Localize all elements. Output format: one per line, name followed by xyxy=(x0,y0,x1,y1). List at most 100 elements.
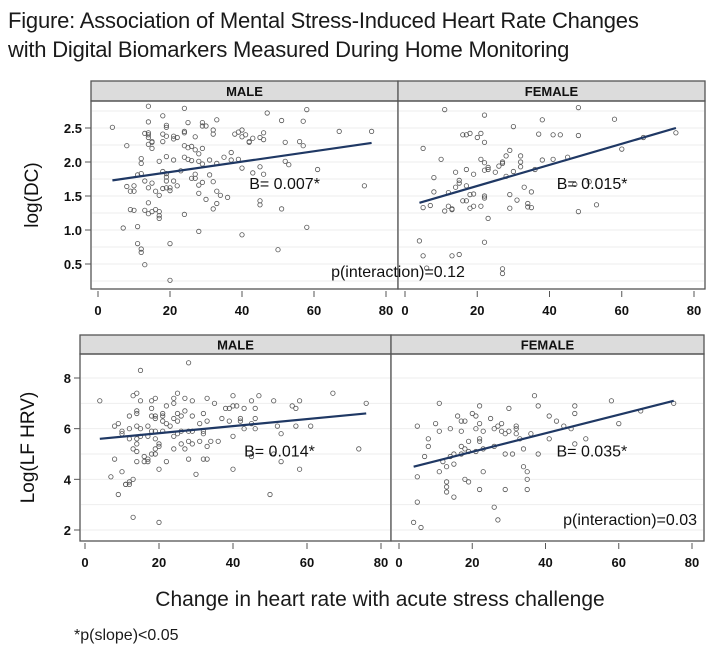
data-point xyxy=(452,184,459,190)
data-point xyxy=(131,183,137,189)
data-point xyxy=(481,239,488,245)
data-point xyxy=(481,112,488,118)
data-point xyxy=(481,167,488,173)
data-point xyxy=(199,120,205,126)
data-point xyxy=(203,123,209,129)
data-point xyxy=(485,215,491,221)
data-point xyxy=(239,232,245,238)
data-point xyxy=(189,413,195,419)
data-point xyxy=(572,410,578,417)
data-point xyxy=(476,403,483,409)
data-point xyxy=(278,117,285,124)
data-point xyxy=(226,418,232,424)
data-point xyxy=(492,169,498,175)
data-point xyxy=(211,400,218,406)
data-point xyxy=(293,405,299,411)
y-axis-label: Log(LF HRV) xyxy=(18,392,39,504)
data-point xyxy=(513,426,519,432)
data-point xyxy=(442,208,448,214)
data-point xyxy=(513,431,519,437)
data-point xyxy=(174,183,180,189)
data-point xyxy=(356,446,362,452)
data-point xyxy=(250,135,256,141)
data-point xyxy=(460,198,466,204)
data-point xyxy=(583,436,589,442)
data-point xyxy=(673,130,679,136)
data-point xyxy=(252,415,258,422)
x-tick-label: 40 xyxy=(538,555,552,570)
data-point xyxy=(142,262,148,268)
x-tick-label: 40 xyxy=(542,303,556,318)
data-point xyxy=(336,128,342,134)
data-point xyxy=(135,241,141,247)
data-point xyxy=(134,410,140,417)
data-point xyxy=(230,466,236,472)
data-point xyxy=(174,390,181,396)
data-point xyxy=(410,519,417,526)
data-point xyxy=(525,200,531,207)
regression-line xyxy=(413,399,674,468)
data-point xyxy=(300,143,306,149)
data-point xyxy=(210,206,216,212)
data-point xyxy=(226,405,232,411)
data-point xyxy=(135,224,141,230)
data-point xyxy=(476,436,483,442)
data-point xyxy=(197,420,203,427)
data-point xyxy=(499,159,506,165)
data-point xyxy=(473,413,479,419)
data-point xyxy=(152,413,158,419)
interaction-p-value: p(interaction)=0.12 xyxy=(331,264,465,281)
data-point xyxy=(152,446,158,452)
data-point xyxy=(478,203,484,209)
data-point xyxy=(506,428,512,434)
data-point xyxy=(119,469,125,475)
data-point xyxy=(204,443,210,449)
data-point xyxy=(163,154,169,160)
data-point xyxy=(503,153,509,159)
data-point xyxy=(608,398,615,404)
data-point xyxy=(463,166,469,173)
data-point xyxy=(449,253,455,259)
data-point xyxy=(478,156,484,162)
panel-top-female: FEMALE B= 0.015* 0 20 40 60 80 xyxy=(397,80,706,318)
data-point xyxy=(196,151,202,157)
data-point xyxy=(496,163,502,169)
data-point xyxy=(491,426,497,432)
data-point xyxy=(586,179,592,185)
data-point xyxy=(196,182,202,188)
data-point xyxy=(521,184,527,190)
data-point xyxy=(524,486,530,493)
slope-annotation: B= 0.007* xyxy=(249,176,320,193)
data-point xyxy=(207,157,213,163)
data-point xyxy=(425,436,431,442)
plot-area xyxy=(391,354,704,541)
data-point xyxy=(528,189,535,195)
data-point xyxy=(200,410,206,417)
data-point xyxy=(163,185,169,191)
data-point xyxy=(314,166,321,173)
data-point xyxy=(149,139,155,145)
data-point xyxy=(499,160,506,166)
data-point xyxy=(171,446,177,452)
data-point xyxy=(363,400,369,406)
x-tick-label: 0 xyxy=(94,303,101,318)
data-point xyxy=(171,415,177,422)
x-tick-label: 80 xyxy=(685,555,699,570)
data-point xyxy=(149,180,155,186)
data-point xyxy=(575,105,582,111)
data-point xyxy=(141,453,147,460)
data-point xyxy=(296,398,303,404)
data-point xyxy=(282,158,288,164)
data-point xyxy=(304,107,310,113)
data-point xyxy=(142,207,148,213)
y-tick-label: 2.5 xyxy=(64,121,82,136)
data-point xyxy=(126,479,132,485)
x-tick-label: 40 xyxy=(235,303,249,318)
data-point xyxy=(517,153,524,159)
data-point xyxy=(182,446,188,452)
data-point xyxy=(163,122,169,128)
data-point xyxy=(308,423,314,429)
data-point xyxy=(145,132,151,138)
data-point xyxy=(210,179,216,185)
data-point xyxy=(192,134,198,140)
